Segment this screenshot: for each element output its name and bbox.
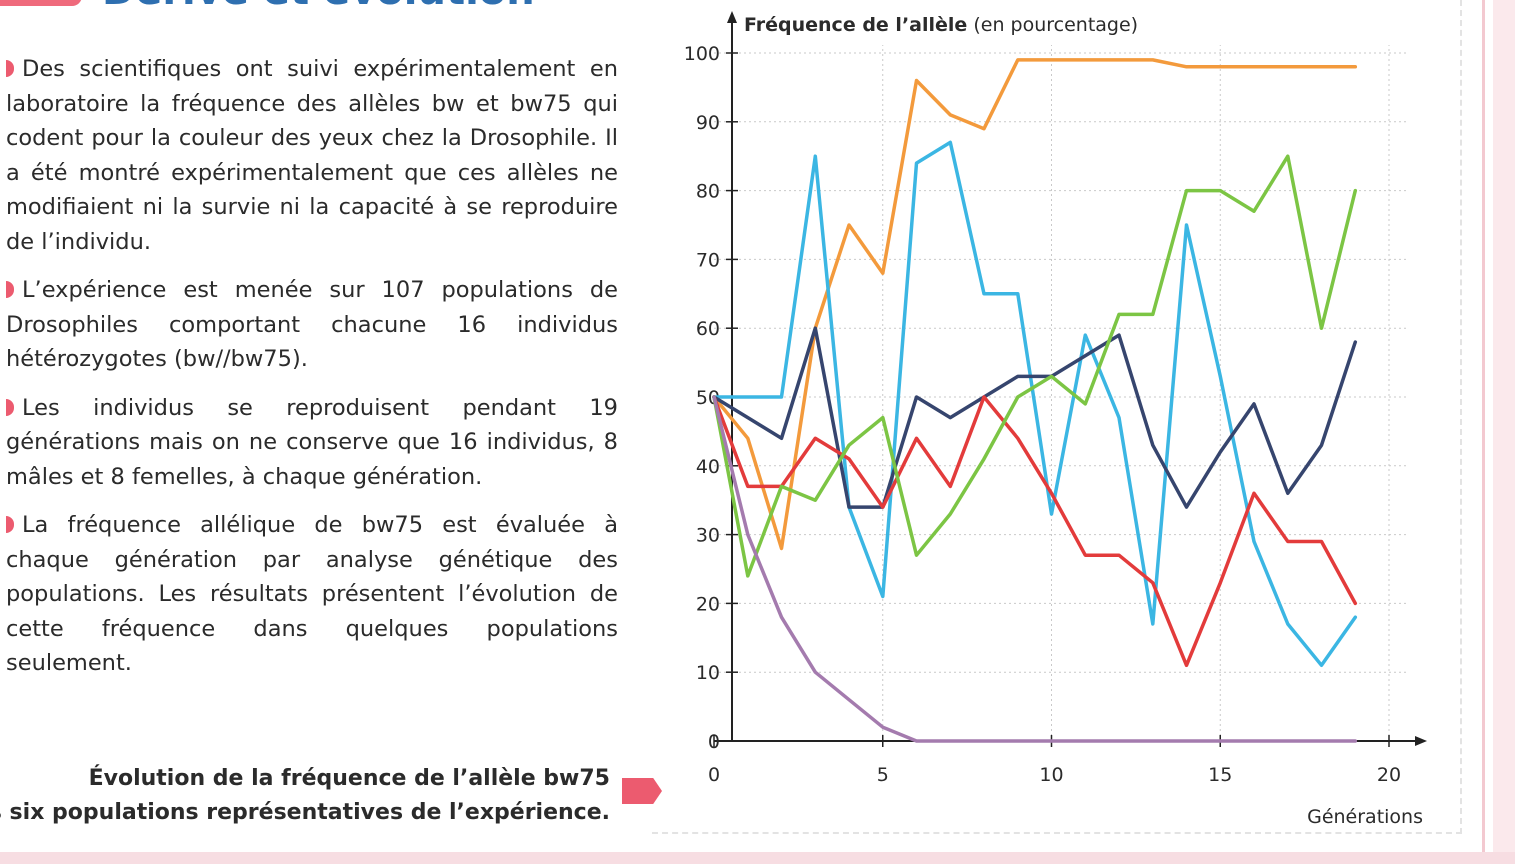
x-tick-label: 10 — [1039, 764, 1063, 786]
paragraph-text: La fréquence allélique de bw75 est évalu… — [6, 512, 618, 676]
caption-line-1: Évolution de la fréquence de l’allèle bw… — [88, 766, 610, 791]
y-tick-label: 40 — [696, 456, 720, 478]
paragraph-3: Les individus se reproduisent pendant 19… — [6, 391, 618, 495]
paragraph-1: Des scientifiques ont suivi expérimental… — [6, 52, 618, 259]
heading-marker — [0, 0, 82, 6]
x-tick-label: 20 — [1377, 764, 1401, 786]
chart-frame: 010203040506070809010005101520Fréquence … — [652, 0, 1462, 834]
paragraph-text: Les individus se reproduisent pendant 19… — [6, 394, 618, 490]
series-line-5 — [712, 154, 1358, 578]
bullet-icon — [6, 516, 14, 533]
x-axis-label: Générations — [1307, 806, 1423, 828]
y-tick-label: 90 — [696, 112, 720, 134]
bullet-icon — [6, 281, 14, 298]
y-tick-label: 10 — [696, 662, 720, 684]
series-line-2 — [712, 140, 1358, 668]
y-axis-arrow — [727, 11, 737, 23]
paragraph-text: Des scientifiques ont suivi expérimental… — [6, 56, 618, 255]
heading-text: Dérive et évolution — [102, 0, 535, 12]
y-tick-label: 20 — [696, 593, 720, 615]
paragraph-2: L’expérience est menée sur 107 populatio… — [6, 273, 618, 377]
x-tick-label: 15 — [1208, 764, 1232, 786]
allele-frequency-chart: 010203040506070809010005101520Fréquence … — [684, 11, 1427, 828]
series-line-3 — [712, 326, 1358, 509]
y-tick-label: 80 — [696, 181, 720, 203]
series-line-6 — [712, 395, 1358, 743]
x-tick-label: 5 — [877, 764, 889, 786]
page-edge-right — [1493, 0, 1515, 864]
bullet-icon — [6, 398, 14, 416]
page-edge-bottom — [0, 852, 1515, 864]
paragraph-4: La fréquence allélique de bw75 est évalu… — [6, 508, 618, 681]
series-line-1 — [712, 58, 1358, 551]
y-tick-label: 70 — [696, 249, 720, 271]
x-tick-label: 0 — [708, 764, 720, 786]
caption-marker — [622, 778, 662, 804]
y-axis-label: Fréquence de l’allèle (en pourcentage) — [744, 14, 1138, 36]
section-heading: Dérive et évolution — [0, 0, 620, 12]
y-tick-label: 100 — [684, 43, 720, 65]
figure-caption: Évolution de la fréquence de l’allèle bw… — [0, 762, 610, 830]
y-axis-label-main: Fréquence de l’allèle — [744, 14, 967, 36]
y-tick-label: 30 — [696, 525, 720, 547]
y-axis-label-unit: (en pourcentage) — [967, 14, 1138, 36]
x-axis-arrow — [1415, 736, 1427, 746]
series-line-4 — [712, 395, 1358, 668]
page-edge-line — [1482, 0, 1485, 864]
bullet-icon — [6, 60, 14, 77]
caption-line-2: dans six populations représentatives de … — [0, 800, 610, 825]
paragraph-text: L’expérience est menée sur 107 populatio… — [6, 277, 618, 372]
intro-text: Des scientifiques ont suivi expérimental… — [6, 52, 618, 695]
y-tick-label: 60 — [696, 318, 720, 340]
